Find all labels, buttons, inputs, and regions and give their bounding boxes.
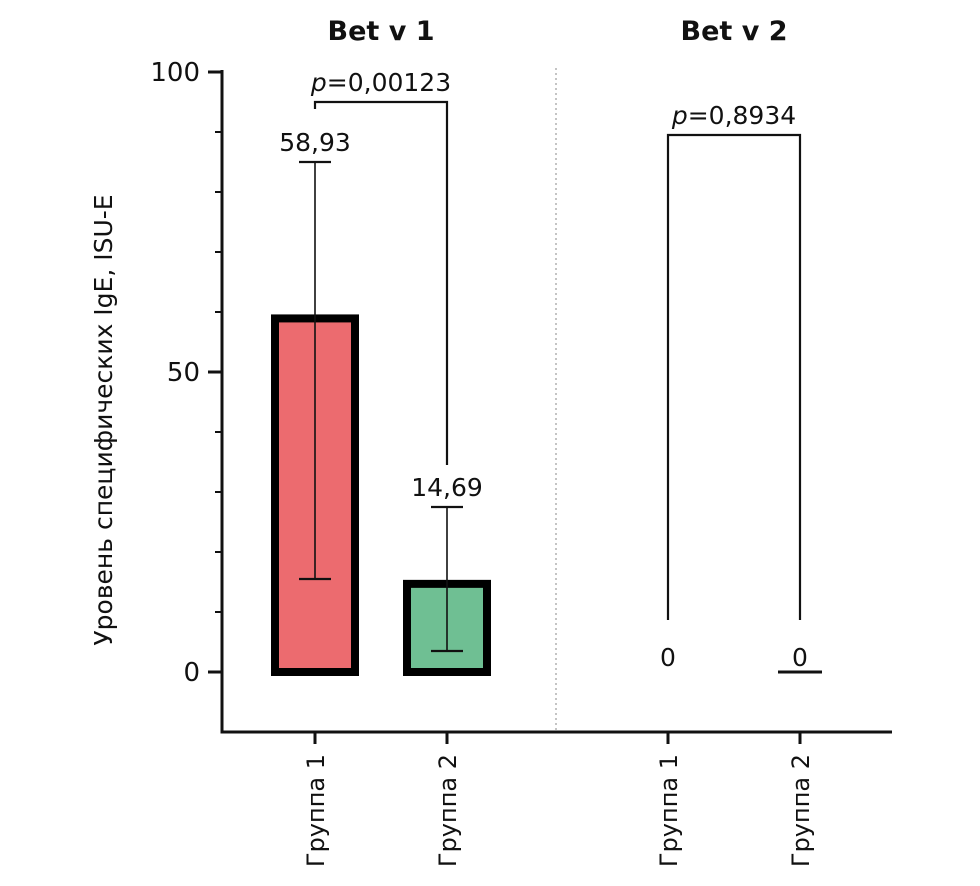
x-category-label: Группа 1 bbox=[655, 754, 683, 867]
panel-title: Bet v 2 bbox=[681, 16, 788, 47]
y-axis-title: Уровень специфических IgE, ISU-E bbox=[89, 194, 118, 645]
significance-bracket bbox=[313, 100, 449, 465]
data-label: 0 bbox=[792, 643, 808, 672]
p-symbol: p bbox=[310, 68, 327, 97]
p-value: =0,8934 bbox=[688, 101, 796, 130]
significance-bracket bbox=[666, 133, 802, 620]
x-category-label: Группа 1 bbox=[302, 754, 330, 867]
data-label: 0 bbox=[660, 643, 676, 672]
panel-title: Bet v 1 bbox=[328, 16, 435, 47]
data-label: 58,93 bbox=[279, 128, 351, 157]
axes: 0 50 100 Группа 1 Группа 2 Группа 1 Группа 2 bbox=[150, 58, 892, 867]
p-value-label: p=0,00123 bbox=[310, 68, 451, 97]
y-tick-label: 0 bbox=[183, 658, 200, 688]
data-label: 14,69 bbox=[411, 473, 483, 502]
x-category-label: Группа 2 bbox=[434, 754, 462, 867]
p-value-label: p=0,8934 bbox=[671, 101, 796, 130]
p-value: =0,00123 bbox=[327, 68, 451, 97]
p-symbol: p bbox=[671, 101, 688, 130]
y-tick-label: 50 bbox=[167, 358, 200, 388]
y-tick-label: 100 bbox=[150, 58, 200, 88]
x-category-label: Группа 2 bbox=[787, 754, 815, 867]
